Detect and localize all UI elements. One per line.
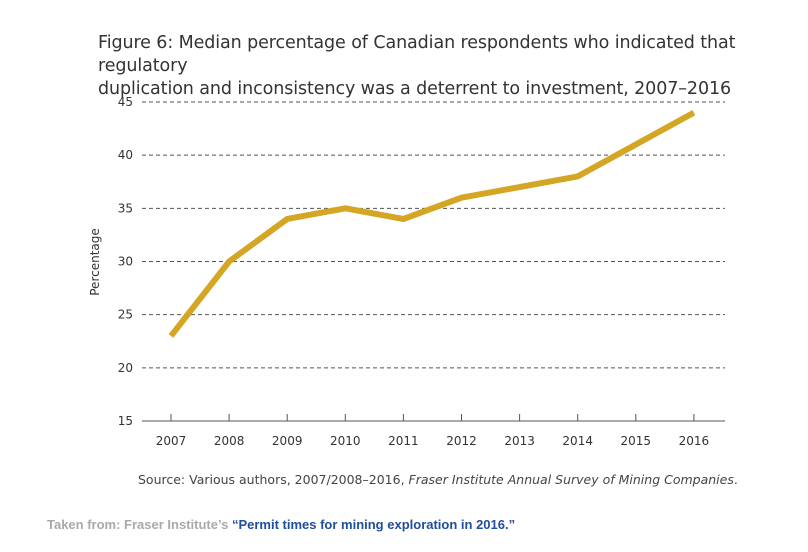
x-tick-label-2016: 2016	[679, 434, 710, 448]
x-tick-label-2008: 2008	[214, 434, 245, 448]
x-tick-label-2009: 2009	[272, 434, 303, 448]
y-tick-label-20: 20	[118, 361, 133, 375]
y-tick-label-15: 15	[118, 414, 133, 428]
chart-title-line-2: duplication and inconsistency was a dete…	[98, 79, 732, 99]
y-tick-label-45: 45	[118, 95, 133, 109]
x-tick-label-2012: 2012	[446, 434, 477, 448]
x-tick-label-2014: 2014	[562, 434, 593, 448]
caption-suffix: .	[733, 472, 738, 487]
x-tick-label-2007: 2007	[156, 434, 187, 448]
x-tick-label-2011: 2011	[388, 434, 419, 448]
chart-title: Figure 6: Median percentage of Canadian …	[98, 32, 788, 101]
footer-source-link[interactable]: “Permit times for mining exploration in …	[231, 517, 516, 532]
chart-title-line-1: Figure 6: Median percentage of Canadian …	[98, 33, 736, 76]
y-tick-label-35: 35	[118, 201, 133, 215]
y-tick-label-30: 30	[118, 255, 133, 269]
x-tick-label-2010: 2010	[330, 434, 361, 448]
attribution-footer: Taken from: Fraser Institute’s “Permit t…	[47, 517, 515, 532]
caption-survey-name: Fraser Institute Annual Survey of Mining…	[408, 472, 734, 487]
y-tick-label-40: 40	[118, 148, 133, 162]
series-line	[168, 110, 696, 338]
caption-prefix: Source: Various authors, 2007/2008–2016,	[138, 472, 409, 487]
y-axis-label: Percentage	[88, 228, 102, 296]
source-caption: Source: Various authors, 2007/2008–2016,…	[0, 472, 808, 487]
x-tick-label-2015: 2015	[621, 434, 652, 448]
y-tick-label-25: 25	[118, 308, 133, 322]
footer-prefix: Taken from: Fraser Institute’s	[47, 517, 232, 532]
x-tick-label-2013: 2013	[504, 434, 535, 448]
